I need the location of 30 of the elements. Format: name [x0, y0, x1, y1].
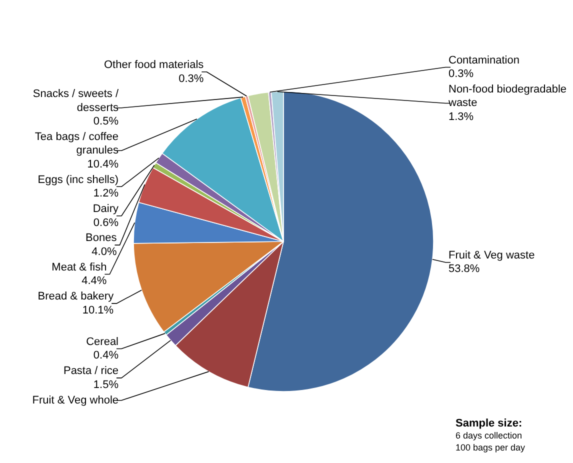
- slice-label: Dairy: [92, 202, 119, 215]
- data-label: 0.5%: [93, 116, 119, 128]
- data-label: 10.1%: [82, 304, 114, 316]
- slice-label: Fruit & Veg waste: [448, 249, 535, 262]
- slice-label: Fruit & Veg whole: [32, 394, 119, 406]
- data-label: 0.3%: [178, 72, 204, 85]
- data-label: 4.0%: [92, 246, 117, 258]
- data-label: 1.3%: [448, 111, 474, 124]
- slice-label: Eggs (inc shells): [38, 174, 119, 186]
- slice-label: Bread & bakery: [38, 290, 114, 303]
- slice-label: Cereal: [86, 336, 118, 348]
- slice-label: Snacks / sweets / desserts: [32, 88, 120, 114]
- data-label: 1.5%: [93, 378, 119, 391]
- data-label: 0.4%: [93, 350, 119, 362]
- slice-label: Other food materials: [104, 58, 204, 71]
- slice-label: Contamination: [448, 54, 520, 66]
- data-label: 0.6%: [93, 216, 119, 229]
- data-label: 4.4%: [82, 275, 107, 288]
- data-label: 0.3%: [448, 68, 474, 80]
- slice-label: Non-food biodegradable waste: [448, 83, 567, 110]
- slice-label: Meat & fish: [52, 261, 107, 274]
- data-label: 53.8%: [448, 263, 480, 276]
- text: Sample size:: [456, 418, 522, 430]
- text: 6 days collection: [456, 430, 522, 440]
- slice-label: Tea bags / coffee granules: [34, 130, 119, 157]
- slice-label: Bones: [86, 232, 118, 244]
- text: 100 bags per day: [456, 442, 526, 452]
- data-label: 10.4%: [87, 158, 119, 170]
- slice-label: Pasta / rice: [63, 365, 119, 378]
- data-label: 1.2%: [93, 188, 119, 200]
